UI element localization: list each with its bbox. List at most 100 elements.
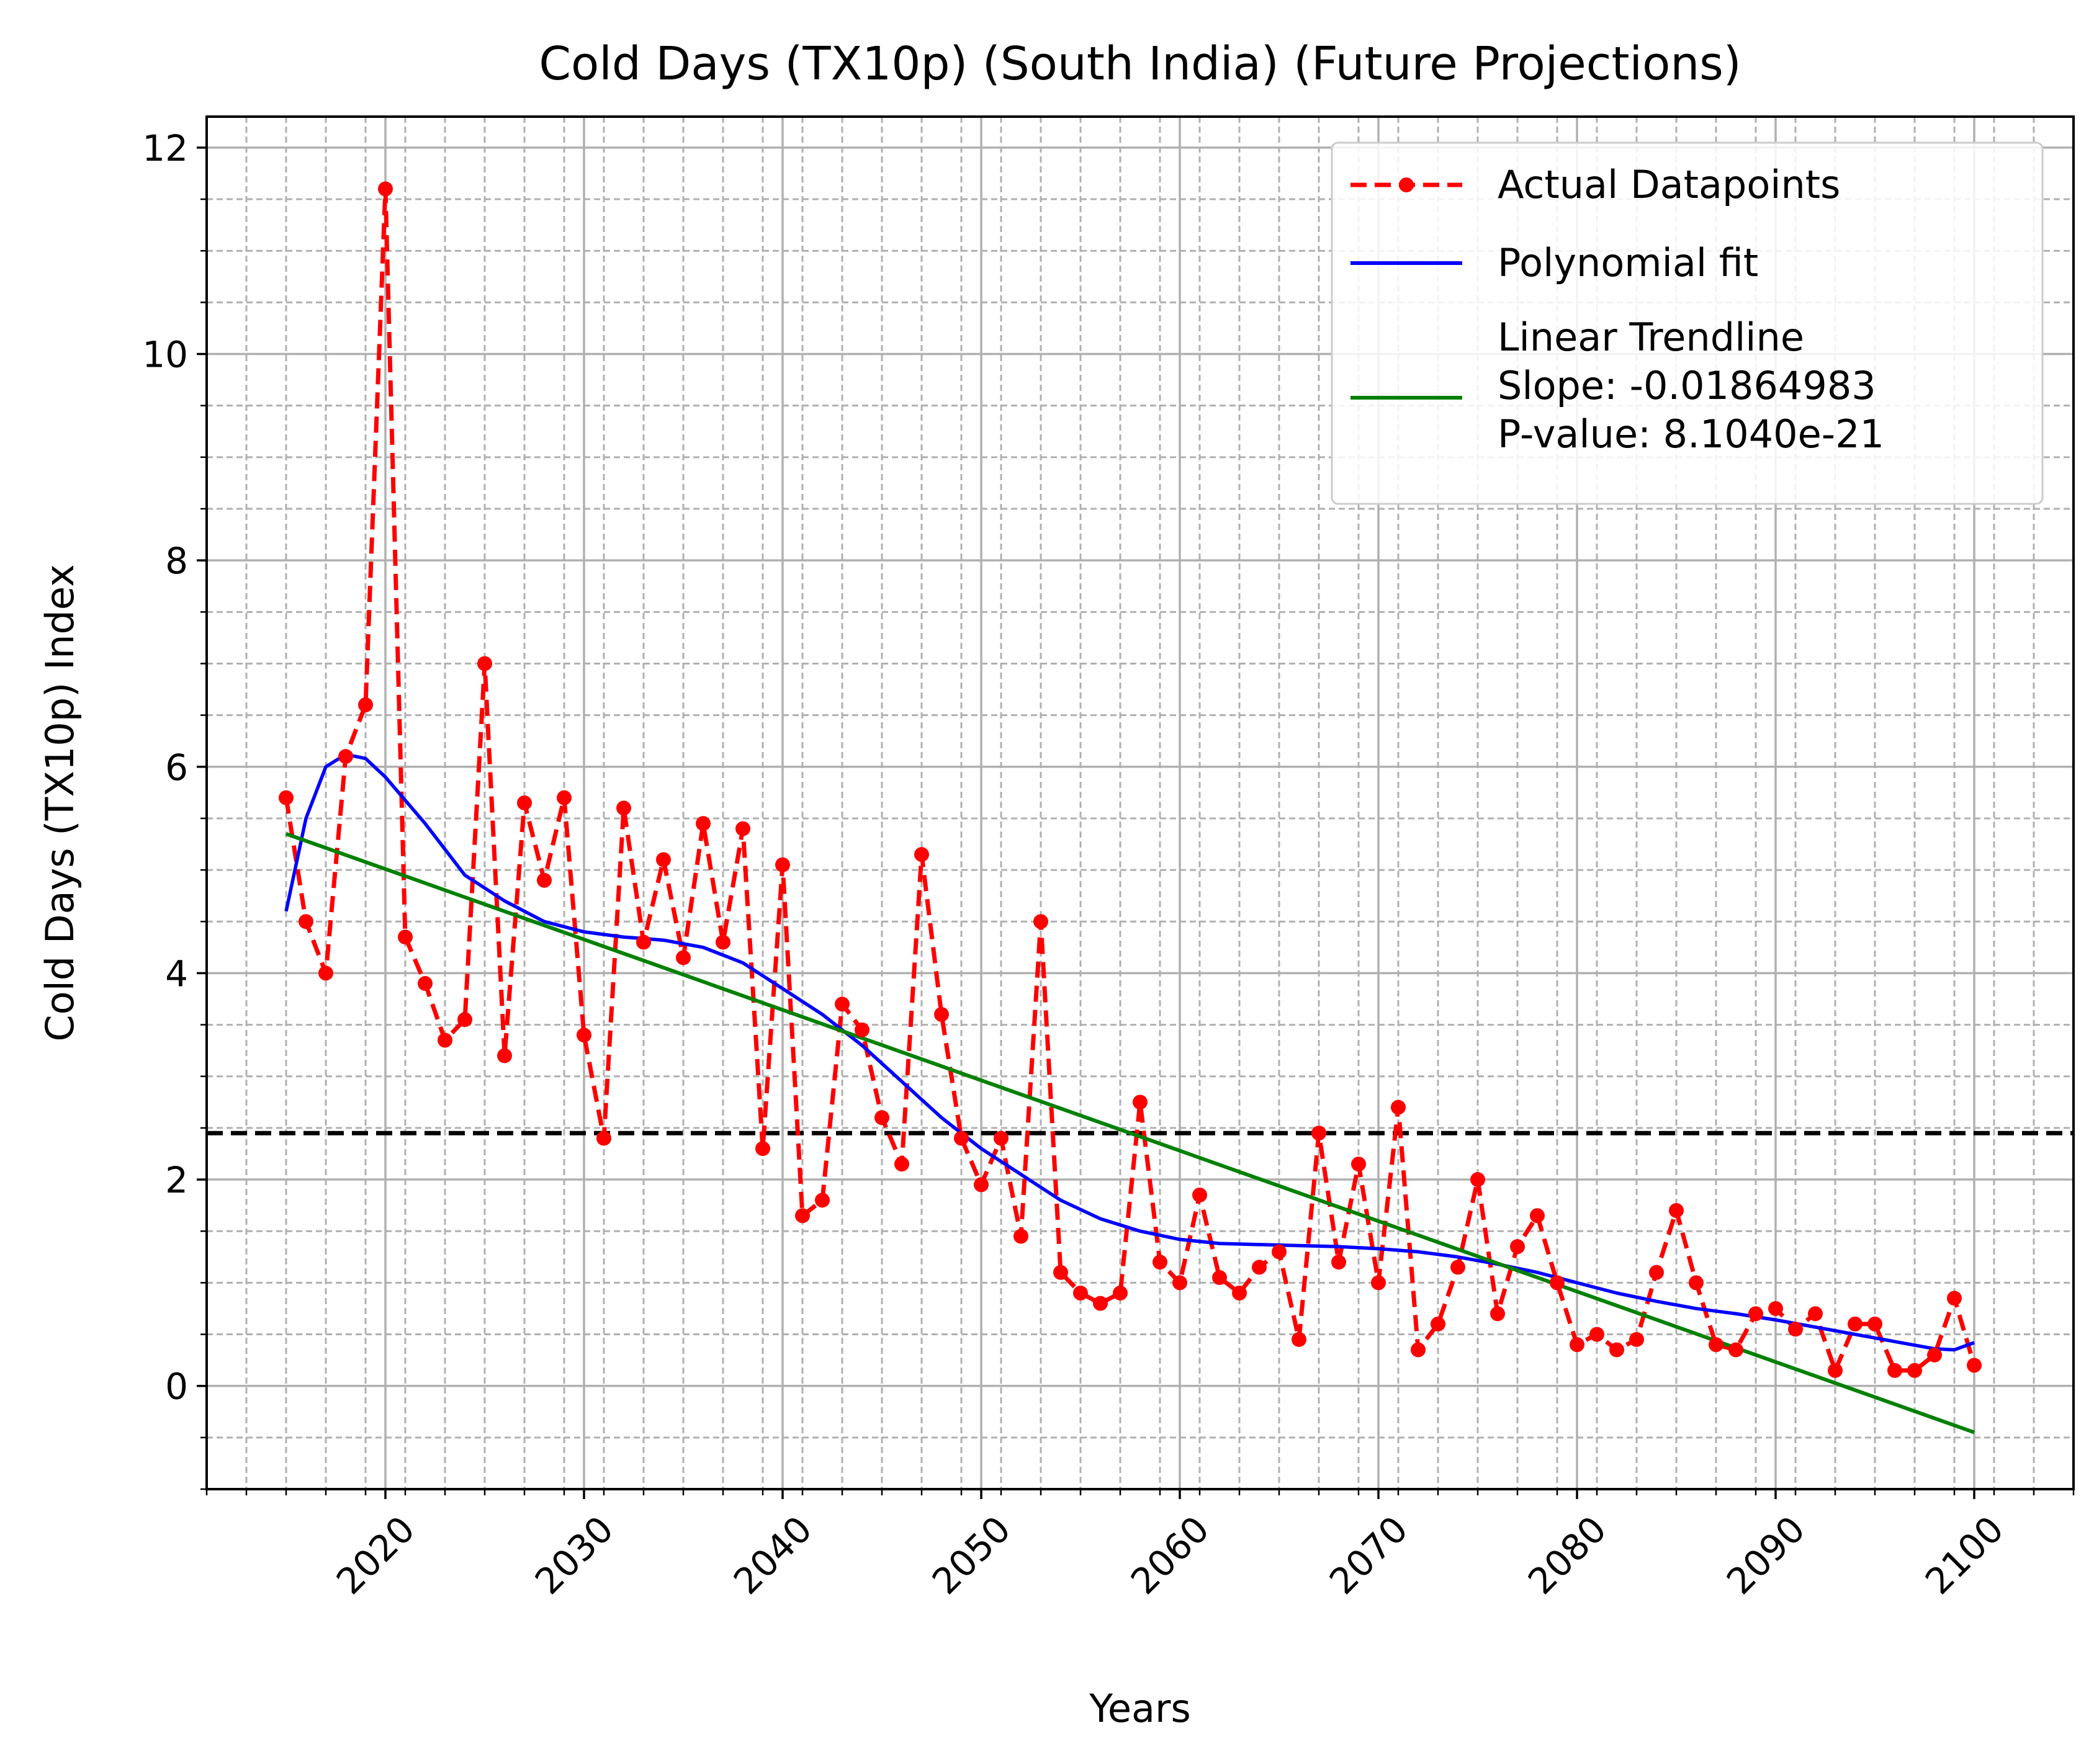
- data-point: [1530, 1208, 1545, 1224]
- y-tick-label: 4: [165, 952, 188, 995]
- data-point: [994, 1130, 1009, 1146]
- y-tick-label: 10: [142, 334, 188, 376]
- data-point: [318, 965, 333, 981]
- data-point: [279, 790, 294, 805]
- data-point: [1431, 1316, 1445, 1332]
- y-tick-label: 2: [165, 1159, 188, 1201]
- y-tick-label: 8: [165, 540, 188, 582]
- data-point: [855, 1022, 870, 1037]
- data-point: [874, 1110, 889, 1126]
- data-point: [1768, 1301, 1783, 1316]
- data-point: [1887, 1363, 1902, 1378]
- data-point: [1927, 1347, 1942, 1363]
- data-point: [616, 800, 631, 816]
- data-point: [1172, 1275, 1187, 1291]
- data-point: [1093, 1296, 1108, 1311]
- data-point: [815, 1193, 830, 1208]
- data-point: [557, 790, 572, 805]
- data-point: [517, 795, 532, 810]
- data-point: [954, 1130, 969, 1146]
- data-point: [477, 656, 492, 671]
- data-point: [1351, 1157, 1366, 1172]
- data-point: [1232, 1286, 1247, 1301]
- plot-area: [207, 181, 2074, 1435]
- data-point: [1272, 1244, 1287, 1260]
- data-point: [299, 914, 313, 929]
- data-point: [775, 857, 790, 872]
- data-point: [1689, 1275, 1704, 1291]
- data-point: [1709, 1337, 1723, 1353]
- data-point: [914, 847, 929, 862]
- data-point: [1867, 1316, 1882, 1332]
- data-point: [1629, 1332, 1644, 1347]
- data-point: [716, 934, 730, 950]
- y-tick-label: 0: [165, 1366, 188, 1408]
- data-point: [438, 1032, 452, 1048]
- legend-label-actual-datapoints: Actual Datapoints: [1498, 162, 1840, 207]
- y-tick-label: 12: [142, 127, 188, 169]
- data-point: [378, 181, 393, 197]
- legend-marker-actual-datapoints: [1399, 177, 1414, 192]
- data-point: [1788, 1322, 1803, 1337]
- data-point: [1411, 1342, 1426, 1358]
- data-point: [1470, 1172, 1485, 1188]
- data-point: [1371, 1275, 1386, 1291]
- data-point: [418, 976, 433, 992]
- legend-label-polynomial-fit: Polynomial fit: [1498, 240, 1758, 285]
- data-point: [497, 1048, 512, 1063]
- data-point: [1848, 1316, 1863, 1332]
- data-point: [1649, 1265, 1664, 1280]
- y-axis-label: Cold Days (TX10p) Index: [37, 564, 83, 1041]
- data-point: [1589, 1327, 1604, 1342]
- series-linear-trendline: [285, 832, 1975, 1435]
- data-point: [1311, 1126, 1326, 1141]
- x-axis-label: Years: [1089, 1686, 1191, 1731]
- axes-frame: [205, 115, 2075, 1490]
- data-point: [656, 852, 671, 867]
- data-point: [358, 697, 373, 712]
- y-tick-label: 6: [165, 746, 188, 789]
- data-point: [696, 816, 711, 831]
- data-point: [338, 749, 353, 764]
- legend-label-linear-trendline-line: P-value: 8.1040e-21: [1498, 411, 1884, 457]
- data-point: [1331, 1255, 1346, 1270]
- data-point: [1967, 1358, 1982, 1373]
- legend: Actual Datapoints Polynomial fit Linear Tr…: [1331, 141, 2044, 505]
- legend-label-linear-trendline-line: Slope: -0.01864983: [1498, 363, 1876, 408]
- data-point: [1570, 1337, 1584, 1353]
- data-point: [1192, 1188, 1207, 1202]
- data-point: [1748, 1306, 1763, 1322]
- data-point: [1073, 1286, 1088, 1301]
- data-point: [1292, 1332, 1306, 1347]
- data-point: [577, 1028, 591, 1043]
- legend-box: [1331, 141, 2044, 505]
- chart-title: Cold Days (TX10p) (South India) (Future …: [539, 37, 1741, 91]
- data-point: [1053, 1265, 1068, 1280]
- data-point: [676, 950, 691, 965]
- data-point: [1728, 1342, 1743, 1358]
- data-point: [1669, 1202, 1684, 1218]
- data-point: [537, 872, 552, 888]
- data-point: [735, 821, 750, 836]
- data-point: [1133, 1095, 1148, 1110]
- series-actual-datapoints-line: [284, 186, 1977, 1373]
- data-point: [1510, 1239, 1525, 1255]
- data-point: [1450, 1260, 1465, 1275]
- data-point: [1550, 1275, 1565, 1291]
- series-polynomial-fit-line: [284, 753, 1975, 1352]
- data-point: [1113, 1286, 1128, 1301]
- data-point: [795, 1208, 810, 1224]
- data-point: [1252, 1260, 1267, 1275]
- data-point: [1033, 914, 1048, 929]
- data-point: [1490, 1306, 1505, 1322]
- data-point: [398, 929, 413, 945]
- data-point: [1609, 1342, 1624, 1358]
- legend-label-linear-trendline-line: Linear Trendline: [1498, 315, 1804, 360]
- data-point: [1153, 1255, 1167, 1270]
- data-point: [894, 1157, 909, 1172]
- data-point: [1907, 1363, 1922, 1378]
- data-point: [934, 1006, 949, 1022]
- data-point: [1808, 1306, 1823, 1322]
- data-point: [457, 1012, 472, 1028]
